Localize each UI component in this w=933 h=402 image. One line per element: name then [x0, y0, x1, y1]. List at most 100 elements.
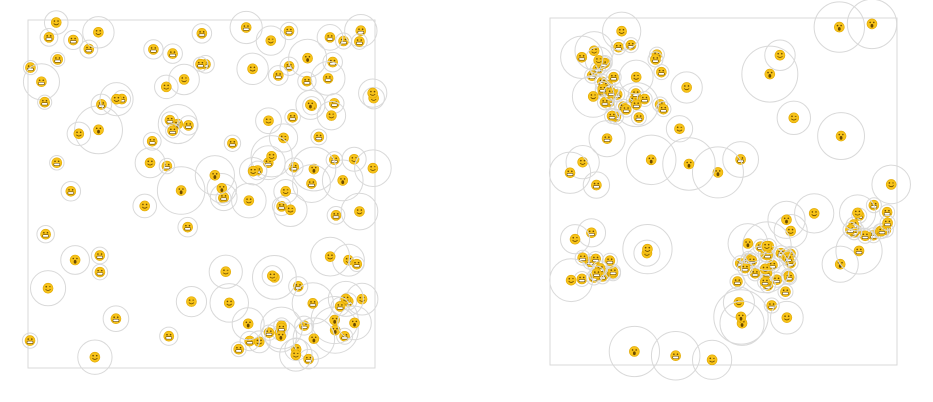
- comfort-ring: [584, 67, 601, 84]
- agent-winking-face: [560, 224, 591, 255]
- grinning-face-icon: [301, 75, 313, 87]
- agent-winking-face: [691, 339, 733, 380]
- comfort-ring: [865, 197, 882, 214]
- comfort-ring: [846, 0, 898, 50]
- agent-smiling-face: [770, 300, 804, 335]
- comfort-ring: [238, 157, 268, 186]
- comfort-ring: [691, 146, 744, 199]
- comfort-ring: [763, 297, 780, 314]
- comfort-ring: [622, 224, 673, 275]
- comfort-ring: [548, 151, 592, 194]
- winking-face-icon: [587, 91, 599, 102]
- comfort-ring: [223, 134, 242, 152]
- agent-grinning-face: [873, 222, 890, 239]
- agent-winking-face: [273, 178, 299, 204]
- grinning-face-icon: [599, 97, 611, 108]
- agent-smiling-face: [236, 52, 269, 86]
- agent-smiling-face: [43, 10, 69, 35]
- agent-smiling-face: [82, 16, 115, 49]
- shocked-face-icon: [349, 317, 360, 329]
- grimacing-face-icon: [324, 32, 336, 43]
- comfort-ring: [37, 94, 53, 110]
- agent-grinning-face: [326, 205, 346, 225]
- agent-grinning-face: [335, 32, 353, 50]
- comfort-ring: [873, 222, 890, 239]
- agent-grinning-face: [647, 51, 664, 68]
- comfort-ring: [39, 27, 59, 47]
- smiling-face-icon: [577, 156, 588, 168]
- smiling-face-icon: [785, 225, 797, 237]
- agent-winking-face: [665, 115, 694, 143]
- agent-winking-face: [175, 285, 208, 318]
- shocked-face-icon: [735, 311, 747, 323]
- comfort-ring: [132, 193, 158, 219]
- winking-face-icon: [278, 132, 289, 144]
- comfort-ring: [177, 216, 198, 238]
- comfort-ring: [142, 131, 162, 151]
- agent-smiling-face: [670, 71, 703, 104]
- comfort-ring: [22, 60, 39, 76]
- shocked-face-icon: [866, 18, 878, 30]
- winking-face-icon: [630, 71, 642, 83]
- agent-smiling-face: [134, 147, 166, 179]
- agent-smiling-face: [565, 145, 600, 180]
- shocked-face-icon: [175, 185, 187, 196]
- grimacing-face-icon: [240, 22, 252, 33]
- smiling-face-icon: [781, 312, 793, 323]
- grinning-face-icon: [164, 114, 176, 126]
- comfort-ring: [291, 282, 334, 325]
- comfort-ring: [310, 128, 328, 146]
- shocked-face-icon: [302, 52, 313, 64]
- comfort-ring: [273, 178, 299, 204]
- agent-grimacing-face: [576, 218, 607, 248]
- comfort-ring: [691, 339, 733, 380]
- winking-face-icon: [565, 274, 577, 286]
- agent-grimacing-face: [588, 120, 626, 158]
- agent-shocked-face: [608, 325, 661, 378]
- agent-grinning-face: [39, 27, 59, 47]
- agent-grinning-face: [588, 265, 605, 282]
- agent-grinning-face: [879, 214, 896, 231]
- smiling-face-icon: [161, 81, 172, 93]
- agent-grinning-face: [594, 81, 611, 98]
- agent-smiling-face: [209, 283, 249, 323]
- grinning-face-icon: [24, 335, 36, 346]
- agent-smiling-face: [250, 135, 293, 178]
- comfort-ring: [604, 108, 621, 125]
- comfort-ring: [719, 300, 765, 346]
- comfort-ring: [560, 224, 591, 255]
- grimacing-face-icon: [307, 298, 319, 309]
- comfort-ring: [618, 59, 654, 95]
- comfort-ring: [60, 245, 90, 275]
- grinning-face-icon: [161, 160, 173, 172]
- grinning-face-icon: [620, 104, 632, 115]
- winking-face-icon: [263, 115, 274, 127]
- comfort-ring: [43, 10, 69, 35]
- grimacing-face-icon: [355, 25, 367, 37]
- grinning-face-icon: [52, 54, 63, 65]
- comfort-ring: [175, 285, 208, 318]
- comfort-ring: [327, 280, 364, 317]
- comfort-ring: [757, 273, 774, 290]
- agent-shocked-face: [713, 289, 769, 345]
- right-world-border: [549, 17, 898, 366]
- agent-grinning-face: [279, 21, 299, 41]
- comfort-ring: [655, 101, 672, 118]
- comfort-ring: [134, 147, 166, 179]
- grimacing-face-icon: [853, 245, 865, 257]
- comfort-ring: [294, 315, 315, 336]
- shocked-face-icon: [337, 175, 349, 186]
- agent-shocked-face: [206, 173, 238, 204]
- shocked-face-icon: [645, 154, 657, 166]
- comfort-ring: [650, 330, 701, 381]
- agent-smiling-face: [99, 82, 134, 117]
- comfort-ring: [742, 221, 792, 271]
- comfort-ring: [66, 121, 92, 147]
- comfort-ring: [156, 166, 206, 215]
- shocked-face-icon: [683, 158, 695, 170]
- comfort-ring: [737, 260, 754, 277]
- grimacing-face-icon: [564, 167, 576, 179]
- agent-grinning-face: [177, 216, 198, 238]
- comfort-ring: [79, 39, 99, 59]
- agent-shocked-face: [295, 89, 326, 120]
